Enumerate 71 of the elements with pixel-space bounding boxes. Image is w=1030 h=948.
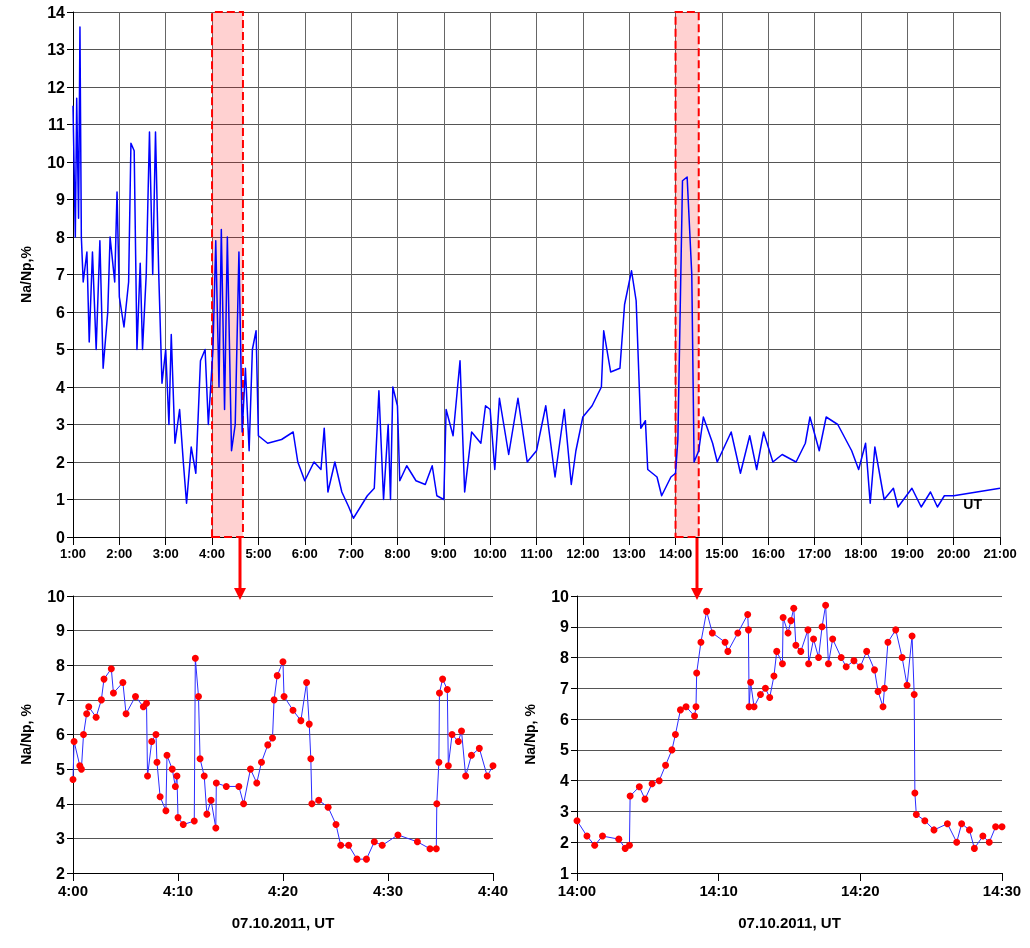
y-tick-label: 10 — [47, 587, 66, 605]
x-axis-title: UT — [963, 496, 983, 512]
x-tick-label: 14:30 — [982, 882, 1022, 899]
x-tick-label: 17:00 — [797, 546, 832, 561]
y-tick-label: 2 — [560, 833, 570, 851]
y-tick-label: 0 — [56, 528, 66, 546]
x-tick-label: 2:00 — [106, 546, 133, 561]
y-tick-label: 3 — [56, 416, 66, 433]
y-tick-label: 9 — [56, 622, 66, 640]
y-tick-label: 2 — [56, 453, 66, 471]
y-axis-title: Na/Np, % — [18, 703, 34, 765]
x-tick-label: 1:00 — [59, 546, 87, 561]
x-tick-label: 14:10 — [699, 882, 738, 899]
x-tick-label: 4:20 — [267, 882, 298, 899]
x-tick-label: 15:00 — [705, 546, 739, 561]
y-axis-title: Na/Np,% — [18, 245, 34, 303]
x-tick-label: 9:00 — [430, 546, 457, 561]
y-tick-label: 12 — [47, 78, 66, 96]
y-tick-label: 6 — [56, 726, 66, 743]
x-axis-title: 07.10.2011, UT — [738, 914, 841, 931]
y-tick-label: 9 — [560, 618, 570, 636]
x-tick-label: 19:00 — [890, 546, 924, 561]
x-axis-title: 07.10.2011, UT — [231, 914, 335, 931]
y-tick-label: 6 — [56, 303, 66, 321]
x-tick-label: 5:00 — [245, 546, 272, 561]
y-tick-label: 4 — [560, 772, 570, 790]
y-tick-label: 7 — [56, 691, 66, 709]
y-tick-label: 8 — [56, 656, 66, 674]
x-tick-label: 4:30 — [372, 882, 403, 899]
x-tick-label: 6:00 — [291, 546, 318, 561]
y-tick-label: 10 — [551, 587, 570, 605]
x-tick-label: 10:00 — [473, 546, 507, 561]
y-tick-label: 4 — [56, 378, 66, 396]
y-tick-label: 3 — [560, 802, 570, 820]
y-tick-label: 2 — [56, 864, 66, 882]
x-tick-label: 18:00 — [844, 546, 878, 561]
y-tick-label: 7 — [560, 679, 570, 697]
x-tick-label: 3:00 — [152, 546, 179, 561]
x-tick-label: 7:00 — [338, 546, 365, 561]
x-tick-label: 8:00 — [384, 546, 411, 561]
x-tick-label: 4:00 — [199, 546, 226, 561]
x-tick-label: 14:00 — [658, 546, 693, 561]
x-tick-label: 11:00 — [520, 546, 553, 561]
line-series — [72, 26, 1001, 519]
x-tick-label: 4:10 — [163, 882, 194, 899]
y-tick-label: 11 — [48, 116, 66, 133]
y-tick-label: 7 — [56, 266, 66, 283]
y-tick-label: 5 — [56, 341, 66, 358]
x-tick-label: 4:00 — [57, 882, 89, 899]
y-tick-label: 1 — [56, 491, 66, 508]
y-tick-label: 5 — [560, 741, 570, 759]
y-tick-label: 6 — [560, 710, 570, 728]
y-tick-label: 5 — [56, 760, 66, 778]
x-tick-label: 14:00 — [557, 882, 597, 899]
y-tick-label: 3 — [56, 829, 66, 847]
x-tick-label: 21:00 — [983, 546, 1017, 561]
x-tick-label: 16:00 — [751, 546, 785, 561]
y-tick-label: 4 — [56, 795, 66, 813]
y-axis-title: Na/Np, % — [522, 703, 538, 765]
x-tick-label: 12:00 — [566, 546, 600, 561]
y-tick-label: 8 — [56, 228, 66, 246]
y-tick-label: 14 — [47, 3, 66, 21]
x-tick-label: 20:00 — [937, 546, 971, 561]
x-tick-label: 13:00 — [612, 546, 646, 561]
x-tick-label: 14:20 — [841, 882, 880, 899]
y-tick-label: 13 — [47, 41, 66, 58]
x-tick-label: 4:40 — [477, 882, 509, 899]
y-tick-label: 9 — [56, 191, 66, 208]
y-tick-label: 10 — [47, 153, 66, 171]
y-tick-label: 8 — [560, 649, 570, 667]
y-tick-label: 1 — [560, 864, 570, 882]
